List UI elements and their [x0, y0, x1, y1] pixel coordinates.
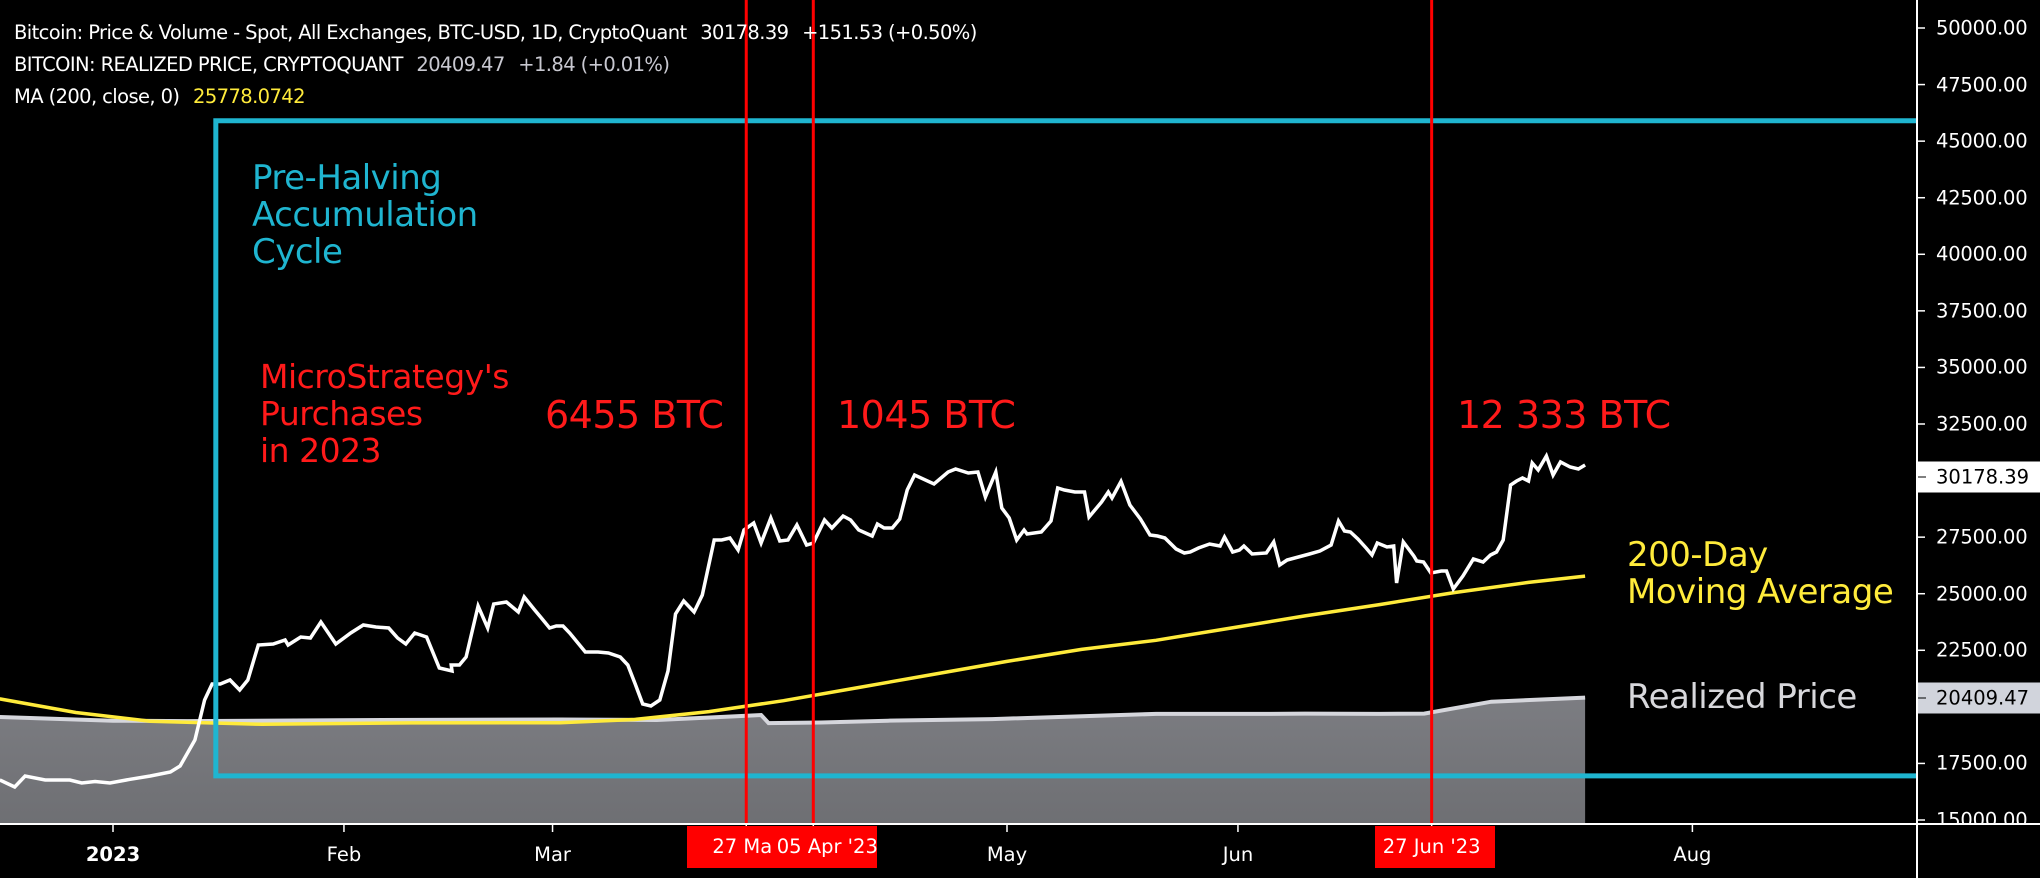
legend-price-change: +151.53 (+0.50%) — [802, 21, 977, 44]
price-tick-label: 35000.00 — [1936, 355, 2028, 379]
legend-price-name: Bitcoin: Price & Volume - Spot, All Exch… — [14, 21, 687, 44]
last-price-value: 30178.39 — [1936, 465, 2030, 489]
price-tick-label: 32500.00 — [1936, 412, 2028, 436]
purchase-2-label: 1045 BTC — [837, 393, 1016, 437]
legend-row-ma[interactable]: MA (200, close, 0) 25778.0742 — [14, 81, 977, 113]
cycle-box-label: Pre-Halving Accumulation Cycle — [252, 158, 478, 272]
last-price-badge: 30178.39 — [1918, 461, 2040, 493]
time-tick-label: Aug — [1673, 843, 1712, 866]
time-tick-label: Jun — [1222, 843, 1254, 866]
purchase-1-label: 6455 BTC — [545, 393, 724, 437]
price-tick-label: 27500.00 — [1936, 525, 2028, 549]
series-legend: Bitcoin: Price & Volume - Spot, All Exch… — [14, 17, 977, 113]
ma-200-line — [0, 574, 1586, 727]
ma-annotation: 200-Day Moving Average — [1627, 535, 1894, 612]
price-tick-label: 37500.00 — [1936, 299, 2028, 323]
date-marker-badge: 27 Ma 05 Apr '23 — [687, 826, 878, 868]
legend-row-realized[interactable]: BITCOIN: REALIZED PRICE, CRYPTOQUANT 204… — [14, 49, 977, 81]
legend-price-value: 30178.39 — [700, 21, 789, 44]
legend-row-price[interactable]: Bitcoin: Price & Volume - Spot, All Exch… — [14, 17, 977, 49]
price-tick-label: 22500.00 — [1936, 638, 2028, 662]
price-tick-label: 25000.00 — [1936, 582, 2028, 606]
purchase-3-label: 12 333 BTC — [1457, 393, 1671, 437]
price-tick-label: 42500.00 — [1936, 186, 2028, 210]
btc-price-line — [0, 451, 1586, 790]
price-tick-label: 47500.00 — [1936, 73, 2028, 97]
realized-price-value: 20409.47 — [1936, 686, 2030, 710]
date-marker-label: 05 Apr '23 — [776, 835, 878, 858]
realized-annotation: Realized Price — [1627, 677, 1857, 717]
price-tick-label: 45000.00 — [1936, 129, 2028, 153]
legend-realized-value: 20409.47 — [416, 53, 505, 76]
realized-price-badge: 20409.47 — [1918, 682, 2040, 714]
badge-tick — [1918, 476, 1926, 478]
legend-realized-name: BITCOIN: REALIZED PRICE, CRYPTOQUANT — [14, 53, 403, 76]
date-marker-label: 27 Ma — [712, 835, 773, 858]
price-tick-label: 40000.00 — [1936, 242, 2028, 266]
legend-ma-value: 25778.0742 — [193, 85, 305, 108]
time-tick-label: 2023 — [85, 843, 141, 866]
time-tick-label: May — [986, 843, 1028, 866]
legend-ma-name: MA (200, close, 0) — [14, 85, 180, 108]
date-marker-label: 27 Jun '23 — [1382, 835, 1481, 858]
time-tick-label: Mar — [534, 843, 571, 866]
legend-realized-change: +1.84 (+0.01%) — [518, 53, 670, 76]
badge-tick — [1918, 697, 1926, 699]
price-tick-label: 50000.00 — [1936, 16, 2028, 40]
time-tick-label: Feb — [326, 843, 362, 866]
pre-halving-box — [213, 118, 1917, 779]
price-tick-label: 17500.00 — [1936, 751, 2028, 775]
realized-price-area — [0, 695, 1586, 824]
purchases-title: MicroStrategy's Purchases in 2023 — [260, 357, 509, 470]
price-tick-label: 15000.00 — [1936, 808, 2028, 832]
date-marker-badge: 27 Jun '23 — [1375, 826, 1495, 868]
purchase-marker-lines — [744, 0, 1434, 824]
